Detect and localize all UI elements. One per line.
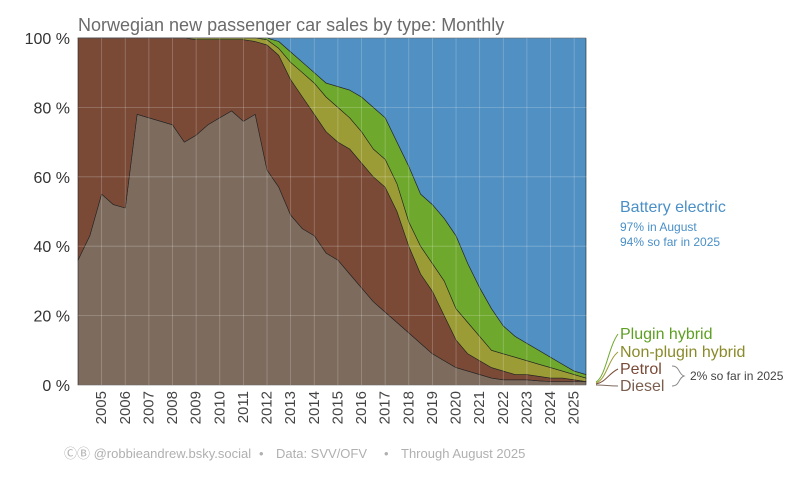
x-tick-label: 2019 [424, 391, 441, 424]
footer-source: Data: SVV/OFV [276, 446, 367, 461]
x-tick-label: 2023 [518, 391, 535, 424]
label-non-plugin-hybrid: Non-plugin hybrid [620, 344, 745, 361]
footer-dot-1: • [259, 446, 264, 461]
footer: ⒸⒷ @robbieandrew.bsky.social • Data: SVV… [64, 446, 525, 461]
x-tick-label: 2010 [211, 391, 228, 424]
x-axis-ticks: 2005 2006 2007 2008 2009 2010 2011 2012 2013 2014… [93, 391, 583, 424]
x-tick-label: 2015 [329, 391, 346, 424]
chart-title: Norwegian new passenger car sales by typ… [78, 15, 504, 35]
y-tick-label: 0 % [42, 378, 70, 395]
x-tick-label: 2016 [353, 391, 370, 424]
x-tick-label: 2025 [566, 391, 583, 424]
x-tick-label: 2017 [377, 391, 394, 424]
leader-diesel [595, 384, 619, 387]
x-tick-label: 2024 [542, 391, 559, 424]
x-tick-label: 2006 [117, 391, 134, 424]
x-tick-label: 2012 [259, 391, 276, 424]
x-tick-label: 2020 [448, 391, 465, 424]
x-tick-label: 2005 [93, 391, 110, 424]
label-diesel: Diesel [620, 378, 664, 395]
footer-dot-2: • [384, 446, 389, 461]
footer-credit: ⒸⒷ @robbieandrew.bsky.social [64, 446, 251, 461]
bracket-note: 2% so far in 2025 [690, 369, 784, 383]
series-labels: Battery electric 97% in August 94% so fa… [595, 199, 784, 395]
label-battery-electric: Battery electric [620, 199, 726, 216]
leader-petrol [595, 368, 619, 385]
label-bev-ytd: 94% so far in 2025 [620, 235, 720, 249]
grid-lines [78, 37, 590, 386]
x-tick-label: 2008 [164, 391, 181, 424]
y-tick-label: 20 % [34, 309, 70, 326]
x-tick-label: 2009 [188, 391, 205, 424]
area-battery-electric [77, 37, 587, 375]
bracket [671, 365, 686, 387]
x-tick-label: 2022 [495, 391, 512, 424]
x-tick-label: 2018 [400, 391, 417, 424]
x-tick-label: 2021 [471, 391, 488, 424]
label-bev-august: 97% in August [620, 220, 697, 234]
x-tick-label: 2007 [140, 391, 157, 424]
y-axis-ticks: 0 % 20 % 40 % 60 % 80 % 100 % [25, 31, 70, 395]
stacked-areas [77, 37, 587, 386]
footer-through: Through August 2025 [401, 446, 525, 461]
y-tick-label: 40 % [34, 239, 70, 256]
leader-plugin-hybrid [595, 333, 619, 383]
y-tick-label: 80 % [34, 100, 70, 117]
x-tick-label: 2011 [235, 391, 252, 423]
label-petrol: Petrol [620, 361, 662, 378]
x-tick-label: 2014 [306, 391, 323, 424]
x-tick-label: 2013 [282, 391, 299, 424]
y-tick-label: 60 % [34, 170, 70, 187]
y-tick-label: 100 % [25, 31, 70, 48]
label-plugin-hybrid: Plugin hybrid [620, 326, 713, 343]
leader-non-plugin-hybrid [595, 351, 619, 384]
